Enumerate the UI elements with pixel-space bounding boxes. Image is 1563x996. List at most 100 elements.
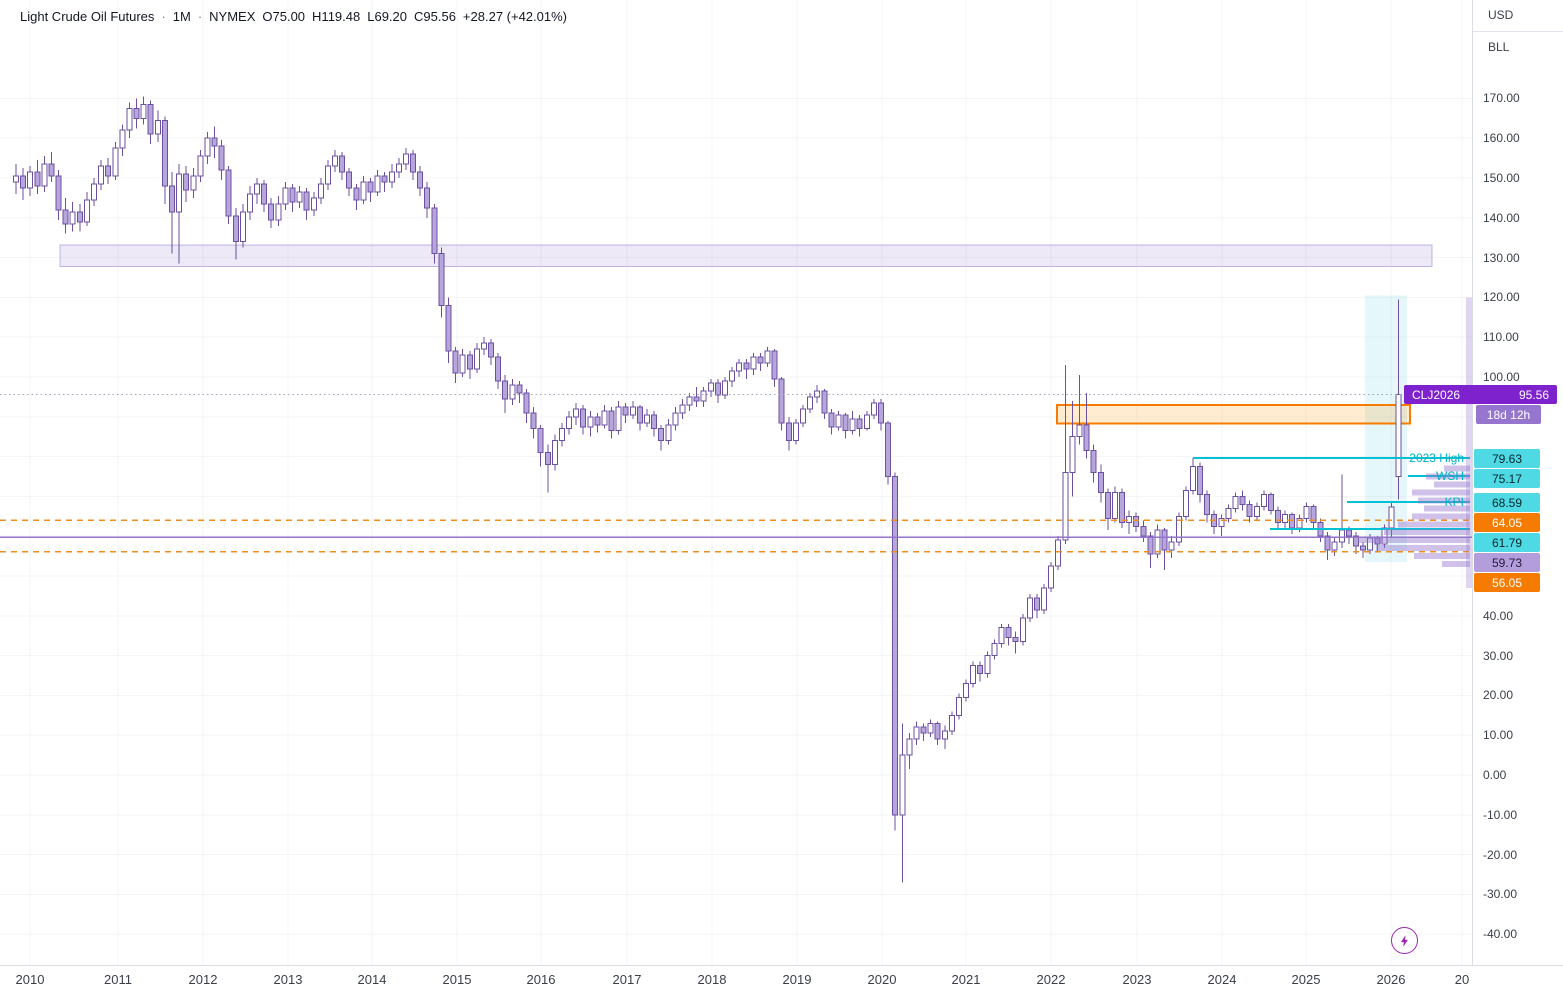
candle <box>303 191 310 211</box>
level-badge-68-59[interactable]: 68.59 <box>1474 493 1540 512</box>
level-badge-64-05[interactable]: 64.05 <box>1474 513 1540 532</box>
candle <box>594 416 601 426</box>
level-badge-61-79[interactable]: 61.79 <box>1474 533 1540 552</box>
candle <box>388 171 395 183</box>
volume-profile-bar <box>1426 473 1470 480</box>
price-tick: 110.00 <box>1483 330 1519 345</box>
candle <box>112 147 119 177</box>
candle <box>1239 495 1246 505</box>
chart-canvas[interactable]: 2023 High WSH KPI <box>0 0 1472 965</box>
legend-separator: · <box>197 9 203 24</box>
candle <box>849 418 856 432</box>
candle <box>1197 466 1204 495</box>
candle <box>1395 394 1402 477</box>
price-tick: 160.00 <box>1483 131 1520 146</box>
candle <box>374 175 381 193</box>
axis-unit-currency[interactable]: USD <box>1488 8 1514 22</box>
volume-profile-bar <box>1384 529 1470 536</box>
level-badge-75-17[interactable]: 75.17 <box>1474 469 1540 488</box>
candle <box>778 378 785 424</box>
interval-label[interactable]: 1M <box>172 9 191 24</box>
price-tick: 150.00 <box>1483 171 1520 185</box>
candle <box>814 390 821 398</box>
candle <box>332 155 339 167</box>
time-axis-label: 20 <box>1454 972 1470 987</box>
level-badge-59-73[interactable]: 59.73 <box>1474 553 1540 572</box>
candle <box>41 163 48 187</box>
axis-unit-quantity[interactable]: BLL <box>1488 40 1510 54</box>
candle <box>906 738 913 756</box>
candle <box>509 384 516 400</box>
candle <box>608 410 615 432</box>
candlestick-chart[interactable]: 2023 High WSH KPI <box>0 0 1472 965</box>
candle <box>948 714 955 732</box>
exchange-label[interactable]: NYMEX <box>209 9 256 24</box>
candle <box>1126 515 1133 523</box>
candle <box>1168 541 1175 551</box>
candle <box>1338 529 1345 543</box>
candle <box>842 414 849 432</box>
symbol-title[interactable]: Light Crude Oil Futures <box>20 9 155 24</box>
candle <box>27 171 34 189</box>
candle <box>34 171 41 187</box>
candle <box>1083 424 1090 452</box>
volume-profile-bar <box>1412 489 1470 496</box>
time-axis-label: 2011 <box>104 972 132 987</box>
candle <box>1289 513 1296 529</box>
candle <box>636 406 643 424</box>
candle <box>799 408 806 424</box>
legend-separator: · <box>161 9 166 24</box>
candle <box>707 382 714 392</box>
time-axis-label: 2023 <box>1122 972 1152 987</box>
candle <box>743 362 750 370</box>
supply-zone-90[interactable] <box>1056 403 1411 425</box>
candle <box>1012 637 1019 643</box>
candle <box>466 354 473 370</box>
candle <box>920 726 927 734</box>
candle <box>190 175 197 191</box>
candle <box>885 422 892 477</box>
candle <box>601 410 608 426</box>
candle <box>729 370 736 382</box>
candle <box>566 416 573 430</box>
time-axis-label: 2025 <box>1291 972 1321 987</box>
candle <box>1111 491 1118 519</box>
candle <box>934 722 941 740</box>
candle <box>239 211 246 243</box>
candle <box>168 185 175 213</box>
high-value: H119.48 <box>312 9 361 24</box>
candle <box>69 211 76 225</box>
candle <box>317 183 324 199</box>
candle <box>1182 489 1189 517</box>
candle <box>367 181 374 193</box>
candle <box>410 153 417 173</box>
series-price-badge: CLJ2026 95.56 <box>1404 385 1557 404</box>
candle <box>438 253 445 306</box>
candle <box>714 382 721 396</box>
candle <box>1161 529 1168 551</box>
time-axis-label: 2012 <box>188 972 218 987</box>
candle <box>1253 505 1260 517</box>
volume-profile-bar <box>1414 553 1470 560</box>
candle <box>261 183 268 205</box>
candle <box>254 183 261 195</box>
supply-zone-130[interactable] <box>59 244 1433 267</box>
volume-profile-bar <box>1444 465 1470 472</box>
level-badge-56-05[interactable]: 56.05 <box>1474 573 1540 592</box>
candle <box>105 165 112 177</box>
candle <box>672 412 679 426</box>
candle <box>1218 517 1225 527</box>
level-badge-79-63[interactable]: 79.63 <box>1474 449 1540 468</box>
lightning-button[interactable] <box>1391 927 1418 954</box>
candle <box>76 211 83 223</box>
contract-code: CLJ2026 <box>1412 387 1461 402</box>
candle <box>133 107 140 119</box>
volume-profile-bar <box>1398 521 1470 528</box>
candle <box>580 408 587 428</box>
candle <box>530 412 537 430</box>
candle <box>644 414 651 424</box>
candle <box>452 350 459 374</box>
candle <box>963 682 970 698</box>
time-axis[interactable]: 2010 2011 2012 2013 2014 2015 2016 2017 2018 2019… <box>0 965 1563 996</box>
